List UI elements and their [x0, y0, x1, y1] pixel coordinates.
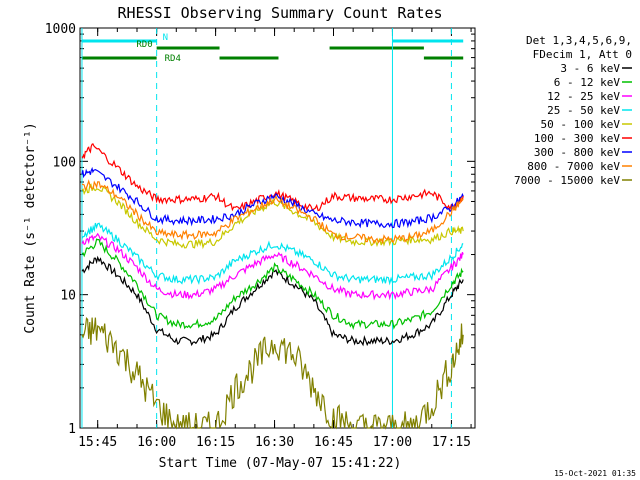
- x-tick-label: 16:15: [196, 435, 235, 450]
- chart-title: RHESSI Observing Summary Count Rates: [117, 4, 442, 22]
- legend-entry-label: 12 - 25 keV: [547, 90, 620, 103]
- legend-entry-label: 25 - 50 keV: [547, 104, 620, 117]
- y-tick-label: 100: [53, 155, 76, 170]
- x-tick-label: 17:15: [432, 435, 471, 450]
- flag-label: RD4: [165, 54, 181, 64]
- x-tick-label: 16:45: [314, 435, 353, 450]
- x-tick-label: 15:45: [78, 435, 117, 450]
- legend-entry-label: 6 - 12 keV: [554, 76, 621, 89]
- x-tick-label: 16:00: [137, 435, 176, 450]
- flag-bars: N RD0 RD4: [81, 33, 464, 64]
- series-line: [81, 255, 464, 347]
- legend-header: FDecim 1, Att 0: [533, 48, 632, 61]
- series-line: [81, 166, 464, 229]
- legend-header: Det 1,3,4,5,6,9,: [526, 34, 632, 47]
- series-line: [81, 222, 464, 286]
- y-axis-label: Count Rate (s⁻¹ detector⁻¹): [23, 122, 38, 333]
- x-tick-label: 17:00: [373, 435, 412, 450]
- series-line: [81, 316, 464, 430]
- legend-entry-label: 3 - 6 keV: [560, 62, 620, 75]
- plot-timestamp: 15-Oct-2021 01:35: [554, 469, 636, 478]
- legend-entry-label: 100 - 300 keV: [534, 132, 620, 145]
- legend-entry-label: 7000 - 15000 keV: [514, 174, 620, 187]
- y-tick-label: 10: [60, 289, 76, 304]
- y-tick-label: 1000: [45, 22, 76, 37]
- legend-entry-label: 800 - 7000 keV: [527, 160, 620, 173]
- plot-frame: [79, 27, 476, 429]
- legend-entry-label: 300 - 800 keV: [534, 146, 620, 159]
- series-line: [81, 232, 464, 301]
- flag-label: RD0: [136, 40, 152, 50]
- series-lines: [81, 143, 464, 430]
- series-line: [82, 179, 464, 245]
- legend-entry-label: 50 - 100 keV: [541, 118, 621, 131]
- series-line: [81, 143, 464, 212]
- x-axis-label: Start Time (07-May-07 15:41:22): [159, 456, 402, 471]
- series-line: [81, 238, 464, 330]
- flag-label: N: [163, 33, 168, 43]
- y-tick-label: 1: [68, 422, 76, 437]
- legend: Det 1,3,4,5,6,9,FDecim 1, Att 03 - 6 keV…: [514, 34, 632, 187]
- x-tick-label: 16:30: [255, 435, 294, 450]
